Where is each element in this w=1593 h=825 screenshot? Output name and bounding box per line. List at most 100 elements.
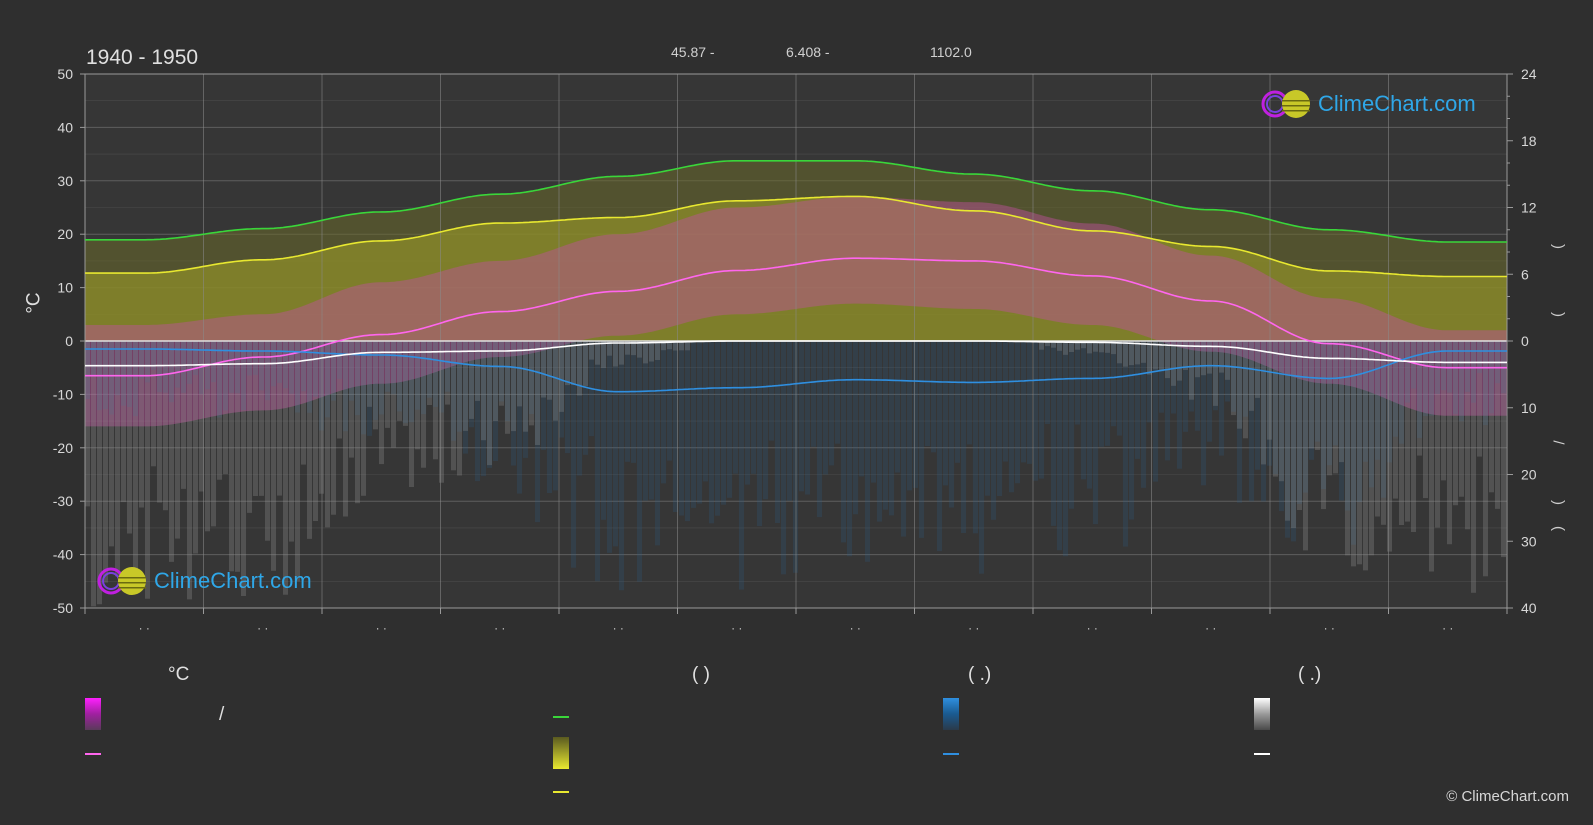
snow-streak <box>301 341 306 465</box>
snow-streak <box>1207 341 1212 374</box>
month-label: · · <box>850 621 861 635</box>
snow-streak <box>679 341 684 351</box>
snow-streak <box>1081 341 1086 349</box>
rain-streak <box>1129 341 1134 520</box>
right-axis-paren-2: ) <box>1550 312 1567 317</box>
snow-streak <box>505 341 510 434</box>
snow-streak <box>499 341 504 406</box>
snow-streak <box>1501 341 1506 558</box>
snow-streak <box>1471 341 1476 593</box>
snow-streak <box>145 341 150 599</box>
rain-streak <box>877 341 882 522</box>
rain-line <box>85 348 1507 393</box>
rain-streak <box>337 341 342 379</box>
rain-streak <box>1183 341 1188 432</box>
snow-streak <box>403 341 408 426</box>
rain-streak <box>1045 341 1050 424</box>
rain-streak <box>1135 341 1140 459</box>
rain-streak <box>703 341 708 482</box>
watermark-top-text: ClimeChart.com <box>1318 91 1476 116</box>
left-tick-label: -40 <box>53 547 73 563</box>
snow-streak <box>1165 341 1170 379</box>
rain-streak <box>847 341 852 557</box>
rain-streak <box>1081 341 1086 480</box>
rain-streak <box>415 341 420 410</box>
snow-streak <box>313 341 318 521</box>
rain-streak <box>1027 341 1032 464</box>
rain-streak <box>115 341 120 396</box>
snow-streak <box>379 341 384 465</box>
legend-sun-head: ( ) <box>692 664 710 685</box>
rain-streak <box>229 341 234 393</box>
snow-streak <box>1429 341 1434 572</box>
snow-streak <box>1147 341 1152 375</box>
snow-streak <box>553 341 558 421</box>
rain-streak <box>1195 341 1200 431</box>
rain-streak <box>493 341 498 461</box>
rain-streak <box>727 341 732 498</box>
snow-streak <box>175 341 180 539</box>
rain-streak <box>1315 341 1320 442</box>
right-tick-label-mm: 30 <box>1521 533 1537 549</box>
chart-title: 1940 - 1950 <box>86 46 199 69</box>
snow-streak <box>445 341 450 405</box>
rain-streak <box>1231 341 1236 412</box>
legend-sunshine-fill-swatch <box>553 737 569 769</box>
rain-streak <box>805 341 810 495</box>
rain-streak <box>1051 341 1056 526</box>
rain-streak <box>463 341 468 454</box>
snow-streak <box>1099 341 1104 353</box>
snow-streak <box>1171 341 1176 386</box>
rain-streak <box>1417 341 1422 438</box>
rain-streak <box>1177 341 1182 469</box>
snow-streak <box>367 341 372 407</box>
rain-streak <box>487 341 492 468</box>
snow-streak <box>205 341 210 532</box>
rain-streak <box>751 341 756 474</box>
rain-streak <box>181 341 186 393</box>
rain-streak <box>991 341 996 520</box>
rain-streak <box>985 341 990 496</box>
snow-streak <box>433 341 438 460</box>
left-axis-unit: °C <box>23 292 45 314</box>
rain-streak <box>1243 341 1248 417</box>
snow-streak <box>1261 341 1266 465</box>
rain-streak <box>655 341 660 546</box>
left-tick-label: 10 <box>57 280 73 296</box>
rain-streak <box>1447 341 1452 393</box>
rain-streak <box>1357 341 1362 502</box>
month-label: · · <box>1442 621 1453 635</box>
snow-streak <box>163 341 168 511</box>
snow-streak <box>1447 341 1452 545</box>
rain-streak <box>859 341 864 477</box>
snow-streak <box>1219 341 1224 373</box>
left-tick-label: 30 <box>57 173 73 189</box>
rain-streak <box>421 341 426 415</box>
snow-streak <box>1387 341 1392 552</box>
rain-streak <box>673 341 678 512</box>
snow-streak <box>91 341 96 607</box>
rain-streak <box>913 341 918 488</box>
snow-streak <box>181 341 186 489</box>
rain-streak <box>583 341 588 455</box>
rain-streak <box>1321 341 1326 490</box>
snow-streak <box>1075 341 1080 350</box>
rain-streak <box>475 341 480 482</box>
rain-streak <box>1345 341 1350 511</box>
right-axis-slash: / <box>1549 440 1567 445</box>
left-tick-label: 50 <box>57 66 73 82</box>
snow-streak <box>1195 341 1200 378</box>
rain-streak <box>823 341 828 475</box>
rain-streak <box>967 341 972 445</box>
snow-streak <box>439 341 444 483</box>
rain-streak <box>397 341 402 412</box>
month-label: · · <box>257 621 268 635</box>
rain-streak <box>607 341 612 553</box>
rain-streak <box>1039 341 1044 479</box>
snow-streak <box>595 341 600 365</box>
rain-streak <box>1459 341 1464 422</box>
rain-streak <box>601 341 606 520</box>
snow-streak <box>1159 341 1164 372</box>
snow-streak <box>211 341 216 527</box>
rain-streak <box>715 341 720 516</box>
